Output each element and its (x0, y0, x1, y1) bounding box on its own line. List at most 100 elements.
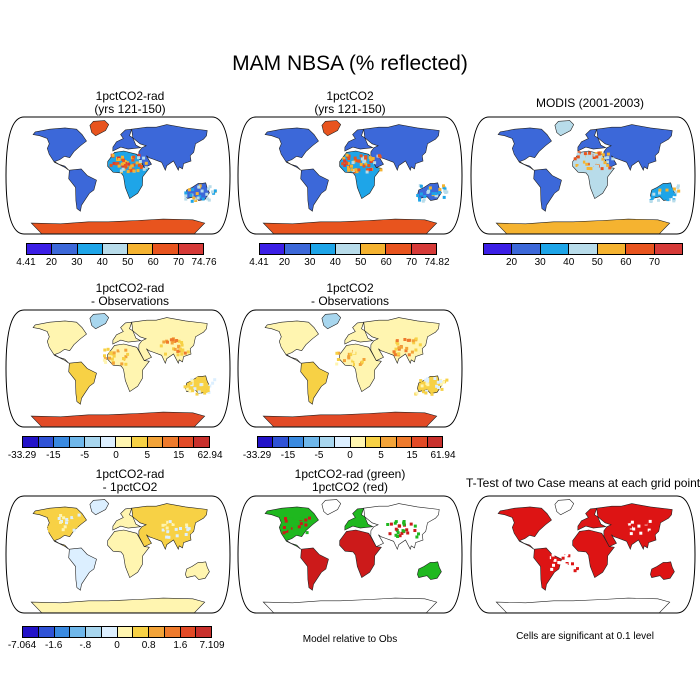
data-cell (653, 526, 657, 530)
data-cell (561, 556, 565, 560)
data-cell (137, 153, 141, 157)
data-cell (207, 390, 211, 394)
note-significance: Cells are significant at 0.1 level (516, 631, 654, 642)
data-cell (585, 154, 589, 158)
data-cell (114, 162, 118, 166)
continent-sa (68, 361, 97, 405)
data-cell (190, 199, 194, 203)
data-cell (673, 193, 677, 197)
continent-gl (321, 499, 342, 516)
colorbar-ticks-cb2: 4.41 20 30 40 50 60 70 74.82 (249, 257, 449, 269)
data-cell (185, 387, 189, 391)
data-cell (408, 338, 412, 342)
data-cell (207, 187, 210, 191)
data-cell (47, 526, 51, 530)
data-cell (165, 526, 169, 530)
data-cell (111, 153, 115, 157)
data-cell (407, 353, 411, 357)
data-cell (113, 360, 117, 364)
colorbar-cb5 (257, 436, 443, 448)
data-cell (577, 151, 581, 155)
continent-gl (321, 120, 342, 137)
tick-label: 4.41 (249, 257, 269, 268)
data-cell (198, 195, 202, 199)
data-cell (297, 517, 301, 521)
data-cell (290, 529, 294, 533)
data-cell (437, 386, 440, 389)
tick-label: -15 (46, 450, 61, 461)
tick-label: -33.29 (242, 450, 272, 461)
continent-an (30, 218, 206, 234)
data-cell (632, 527, 636, 531)
data-cell (672, 199, 676, 203)
data-cell (660, 190, 664, 194)
data-cell (377, 154, 381, 158)
data-cell (571, 559, 575, 563)
tick-label: 20 (506, 257, 518, 268)
data-cell (183, 523, 186, 527)
data-cell (203, 382, 206, 386)
data-cell (161, 528, 165, 532)
continent-eu (344, 507, 374, 531)
continent-an (262, 411, 438, 427)
data-cell (122, 162, 126, 165)
data-cell (419, 192, 423, 196)
data-cell (629, 532, 633, 536)
data-cell (596, 159, 600, 163)
data-cell (284, 519, 288, 523)
data-cell (648, 519, 652, 523)
colorbar-ticks-cb3: 20 30 40 50 60 70 (483, 257, 683, 269)
data-cell (68, 523, 72, 527)
data-cell (193, 387, 197, 391)
data-cell (600, 167, 604, 171)
data-cell (119, 347, 123, 351)
data-cell (111, 361, 115, 365)
data-cell (63, 525, 67, 529)
data-cell (137, 163, 141, 167)
data-cell (647, 526, 651, 530)
data-cell (573, 569, 577, 573)
data-cell (629, 525, 632, 529)
continent-gl (89, 499, 110, 516)
tick-label: 50 (591, 257, 603, 268)
data-cell (445, 378, 449, 382)
data-cell (422, 390, 425, 394)
data-cell (606, 163, 610, 167)
data-cell (48, 529, 51, 533)
data-cell (284, 528, 288, 531)
data-cell (652, 192, 656, 196)
data-cell (603, 161, 607, 165)
data-cell (550, 567, 554, 571)
data-cell (601, 161, 605, 165)
data-cell (357, 168, 361, 172)
data-cell (649, 200, 653, 203)
data-cell (419, 379, 423, 383)
data-cell (61, 528, 65, 532)
data-cell (125, 163, 129, 167)
tick-label: 40 (563, 257, 575, 268)
continent-sa (68, 168, 97, 212)
data-cell (59, 520, 62, 524)
data-cell (625, 524, 629, 528)
data-cell (657, 198, 660, 202)
data-cell (592, 163, 596, 166)
data-cell (164, 352, 167, 356)
data-cell (124, 165, 128, 169)
data-cell (189, 381, 193, 385)
tick-label: 5 (144, 450, 151, 461)
data-cell (184, 191, 188, 195)
tick-label: 70 (173, 257, 185, 268)
data-cell (371, 157, 375, 160)
data-cell (579, 166, 582, 170)
data-cell (112, 161, 116, 165)
data-cell (144, 166, 148, 170)
data-cell (551, 553, 555, 557)
data-cell (426, 377, 430, 381)
data-cell (57, 517, 61, 520)
data-cell (670, 188, 674, 192)
tick-label: 7.109 (199, 640, 225, 651)
continent-an (495, 597, 671, 613)
data-cell (369, 158, 373, 162)
data-cell (394, 533, 398, 537)
data-cell (567, 554, 571, 558)
